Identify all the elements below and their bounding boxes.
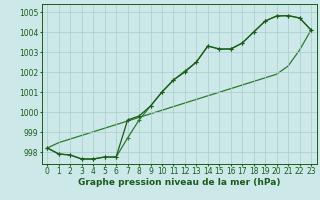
X-axis label: Graphe pression niveau de la mer (hPa): Graphe pression niveau de la mer (hPa) [78, 178, 280, 187]
